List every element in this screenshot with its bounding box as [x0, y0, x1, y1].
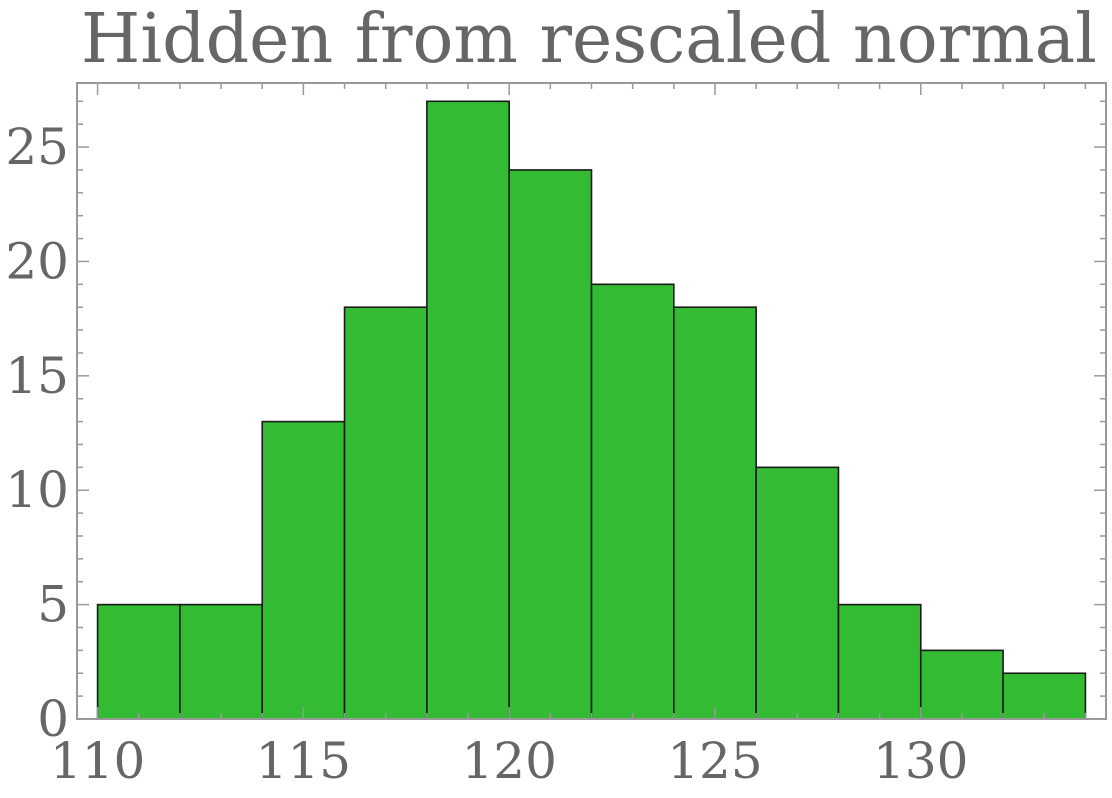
histogram-bar-7 [673, 306, 757, 720]
histogram-bar-2 [261, 420, 346, 720]
x-tick-label: 130 [873, 732, 968, 790]
histogram-bar-4 [426, 100, 510, 720]
y-tick-label: 0 [37, 690, 69, 748]
y-tick-label: 10 [5, 461, 69, 519]
bars-group [96, 100, 1087, 720]
x-tick-labels: 110 115 120 125 130 [50, 732, 969, 790]
x-tick-label: 115 [256, 732, 351, 790]
x-tick-label: 110 [50, 732, 145, 790]
histogram-bar-0 [96, 603, 181, 720]
histogram-bar-1 [179, 603, 264, 720]
y-tick-label: 20 [5, 232, 69, 290]
y-tick-label: 5 [37, 576, 69, 634]
histogram-bar-11 [1002, 672, 1087, 720]
histogram-bar-5 [508, 169, 593, 720]
y-tick-label: 25 [5, 118, 69, 176]
x-tick-label: 125 [667, 732, 762, 790]
histogram-bar-8 [755, 466, 840, 720]
histogram-bar-9 [837, 603, 922, 720]
chart-title: Hidden from rescaled normal [81, 0, 1097, 79]
x-tick-label: 120 [461, 732, 556, 790]
histogram-bar-10 [919, 649, 1004, 720]
y-tick-label: 15 [5, 347, 69, 405]
y-tick-labels: 0 5 10 15 20 25 [5, 118, 69, 748]
histogram-bar-6 [590, 283, 675, 720]
plot-frame [76, 82, 1107, 720]
histogram-bar-3 [343, 306, 428, 720]
